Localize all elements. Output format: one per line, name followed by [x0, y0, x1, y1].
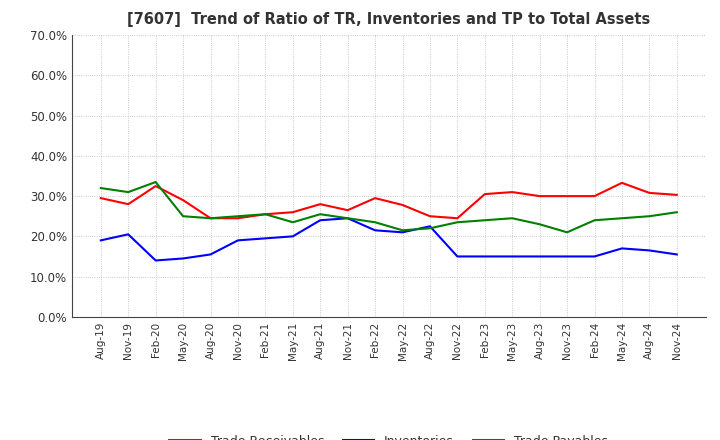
Trade Payables [563, 230, 572, 235]
Trade Receivables [426, 213, 434, 219]
Inventories [536, 254, 544, 259]
Trade Payables [316, 212, 325, 217]
Inventories [508, 254, 516, 259]
Title: [7607]  Trend of Ratio of TR, Inventories and TP to Total Assets: [7607] Trend of Ratio of TR, Inventories… [127, 12, 650, 27]
Inventories [618, 246, 626, 251]
Inventories [480, 254, 489, 259]
Trade Payables [179, 213, 187, 219]
Trade Payables [480, 218, 489, 223]
Inventories [563, 254, 572, 259]
Trade Receivables [151, 183, 160, 189]
Trade Payables [124, 190, 132, 195]
Inventories [371, 227, 379, 233]
Inventories [151, 258, 160, 263]
Trade Receivables [96, 195, 105, 201]
Trade Receivables [645, 190, 654, 195]
Inventories [96, 238, 105, 243]
Trade Receivables [563, 194, 572, 199]
Inventories [426, 224, 434, 229]
Trade Payables [96, 185, 105, 191]
Line: Trade Payables: Trade Payables [101, 182, 677, 232]
Trade Receivables [536, 194, 544, 199]
Inventories [261, 236, 270, 241]
Trade Payables [289, 220, 297, 225]
Trade Receivables [672, 192, 681, 198]
Inventories [590, 254, 599, 259]
Trade Receivables [289, 209, 297, 215]
Inventories [398, 230, 407, 235]
Trade Receivables [233, 216, 242, 221]
Trade Receivables [179, 198, 187, 203]
Trade Payables [590, 218, 599, 223]
Inventories [289, 234, 297, 239]
Trade Receivables [618, 180, 626, 186]
Inventories [343, 216, 352, 221]
Trade Payables [398, 227, 407, 233]
Legend: Trade Receivables, Inventories, Trade Payables: Trade Receivables, Inventories, Trade Pa… [164, 430, 613, 440]
Inventories [672, 252, 681, 257]
Trade Receivables [371, 195, 379, 201]
Trade Receivables [480, 191, 489, 197]
Trade Payables [508, 216, 516, 221]
Inventories [233, 238, 242, 243]
Trade Receivables [453, 216, 462, 221]
Trade Receivables [316, 202, 325, 207]
Line: Trade Receivables: Trade Receivables [101, 183, 677, 218]
Inventories [124, 232, 132, 237]
Trade Payables [151, 180, 160, 185]
Trade Payables [453, 220, 462, 225]
Trade Payables [261, 212, 270, 217]
Trade Receivables [343, 208, 352, 213]
Inventories [645, 248, 654, 253]
Trade Receivables [206, 216, 215, 221]
Trade Receivables [508, 190, 516, 195]
Trade Payables [371, 220, 379, 225]
Trade Payables [206, 216, 215, 221]
Trade Payables [645, 213, 654, 219]
Inventories [316, 218, 325, 223]
Trade Payables [536, 222, 544, 227]
Trade Payables [426, 226, 434, 231]
Trade Payables [618, 216, 626, 221]
Line: Inventories: Inventories [101, 218, 677, 260]
Trade Receivables [124, 202, 132, 207]
Trade Payables [672, 209, 681, 215]
Inventories [453, 254, 462, 259]
Trade Payables [343, 216, 352, 221]
Trade Receivables [590, 194, 599, 199]
Trade Receivables [398, 202, 407, 208]
Inventories [206, 252, 215, 257]
Trade Receivables [261, 212, 270, 217]
Inventories [179, 256, 187, 261]
Trade Payables [233, 213, 242, 219]
